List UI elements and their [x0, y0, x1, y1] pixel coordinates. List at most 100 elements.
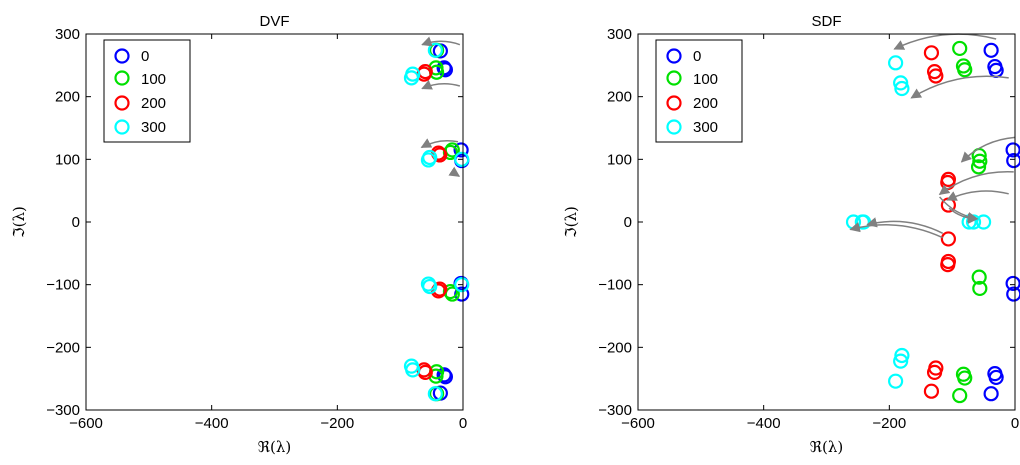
trajectory-arrow — [939, 196, 979, 223]
data-point — [972, 280, 988, 297]
data-point — [923, 45, 940, 61]
trajectory-arrow — [849, 222, 944, 239]
legend-label: 200 — [693, 95, 718, 112]
y-tick-label: 0 — [72, 214, 80, 231]
data-point — [893, 353, 909, 369]
y-tick-label: −300 — [46, 402, 80, 419]
legend-label: 300 — [141, 119, 166, 136]
data-point — [444, 142, 460, 158]
chart-panel-sdf: SDF ℜ(λ) ℑ(λ) −600 −400 −200 0 −300 −200 −100 0… — [562, 13, 1020, 456]
axis-ticks: −600 −400 −200 0 −300 −200 −100 0 100 200 300 — [46, 26, 467, 432]
data-point — [894, 80, 910, 97]
data-point — [888, 55, 904, 71]
data-point — [940, 257, 956, 273]
y-tick-label: 100 — [55, 151, 80, 168]
legend-label: 200 — [141, 95, 166, 112]
data-point — [437, 62, 454, 78]
y-tick-label: −100 — [598, 277, 632, 294]
chart-title: DVF — [260, 13, 290, 30]
y-tick-label: −200 — [598, 339, 632, 356]
data-point — [928, 68, 944, 84]
data-point — [952, 387, 968, 404]
legend-box — [655, 39, 743, 143]
x-tick-label: 0 — [459, 415, 467, 432]
data-point — [983, 42, 999, 58]
data-point — [923, 383, 940, 399]
y-axis-label: ℑ(λ) — [562, 206, 580, 238]
trajectory-arrow — [910, 75, 1009, 99]
axis-ticks: −600 −400 −200 0 −300 −200 −100 0 100 200 300 — [598, 26, 1019, 432]
legend-marker — [666, 48, 682, 64]
trajectory-arrow — [946, 190, 1009, 201]
data-point — [971, 269, 987, 285]
legend-label: 300 — [693, 119, 718, 136]
data-point — [430, 283, 447, 299]
y-tick-label: 0 — [624, 214, 632, 231]
x-tick-label: −400 — [747, 415, 781, 432]
data-point — [454, 151, 470, 167]
y-axis-label: ℑ(λ) — [10, 206, 28, 238]
x-tick-label: −600 — [621, 415, 655, 432]
data-point — [1006, 286, 1020, 302]
legend-marker — [666, 70, 682, 86]
data-point — [453, 142, 469, 158]
legend-marker — [114, 95, 130, 111]
data-point — [894, 347, 910, 364]
legend-marker — [114, 70, 130, 86]
data-point — [1006, 152, 1020, 169]
trajectory-arrow — [893, 33, 997, 50]
legend-label: 0 — [693, 48, 701, 65]
y-tick-label: 100 — [607, 151, 632, 168]
data-point — [970, 159, 987, 175]
y-tick-label: 300 — [607, 26, 632, 43]
y-tick-label: −200 — [46, 339, 80, 356]
legend-marker — [666, 119, 682, 135]
trajectory-arrow — [960, 136, 1016, 163]
data-point — [403, 358, 420, 374]
data-point — [420, 152, 437, 168]
x-tick-label: −600 — [69, 415, 103, 432]
y-tick-label: −100 — [46, 277, 80, 294]
legend: 0 100 200 300 — [655, 39, 743, 143]
x-axis-label: ℜ(λ) — [810, 438, 843, 456]
x-axis-label: ℜ(λ) — [258, 438, 291, 456]
trajectory-arrow — [448, 166, 461, 177]
chart-panel-dvf: DVF ℜ(λ) ℑ(λ) −600 −400 −200 0 −300 −200 −100 0… — [10, 13, 470, 456]
chart-title: SDF — [812, 13, 842, 30]
legend-marker — [114, 48, 130, 64]
legend-marker — [666, 95, 682, 111]
data-point — [957, 370, 973, 386]
data-point — [893, 75, 909, 91]
legend-marker — [114, 119, 130, 135]
data-point — [957, 62, 973, 78]
trajectory-arrow — [421, 79, 461, 90]
legend-box — [103, 39, 191, 143]
x-tick-label: 0 — [1011, 415, 1019, 432]
plot-area — [403, 36, 470, 402]
legend-label: 100 — [141, 71, 166, 88]
plot-area — [845, 33, 1020, 404]
data-point — [444, 286, 460, 302]
y-tick-label: 200 — [55, 89, 80, 106]
y-tick-label: −300 — [598, 402, 632, 419]
x-tick-label: −400 — [195, 415, 229, 432]
trajectory-arrow — [866, 217, 944, 234]
legend-label: 0 — [141, 48, 149, 65]
data-point — [972, 153, 988, 169]
data-point — [403, 70, 420, 86]
data-point — [427, 42, 443, 58]
legend-label: 100 — [693, 71, 718, 88]
x-tick-label: −200 — [872, 415, 906, 432]
data-point — [888, 373, 904, 389]
legend: 0 100 200 300 — [103, 39, 191, 143]
trajectory-arrow — [420, 138, 459, 149]
data-point — [454, 277, 470, 293]
data-point — [430, 145, 447, 161]
x-tick-label: −200 — [320, 415, 354, 432]
data-point — [420, 276, 437, 292]
y-tick-label: 200 — [607, 89, 632, 106]
data-point — [926, 364, 943, 380]
data-point — [988, 369, 1004, 386]
trajectory-arrow — [938, 170, 1014, 196]
